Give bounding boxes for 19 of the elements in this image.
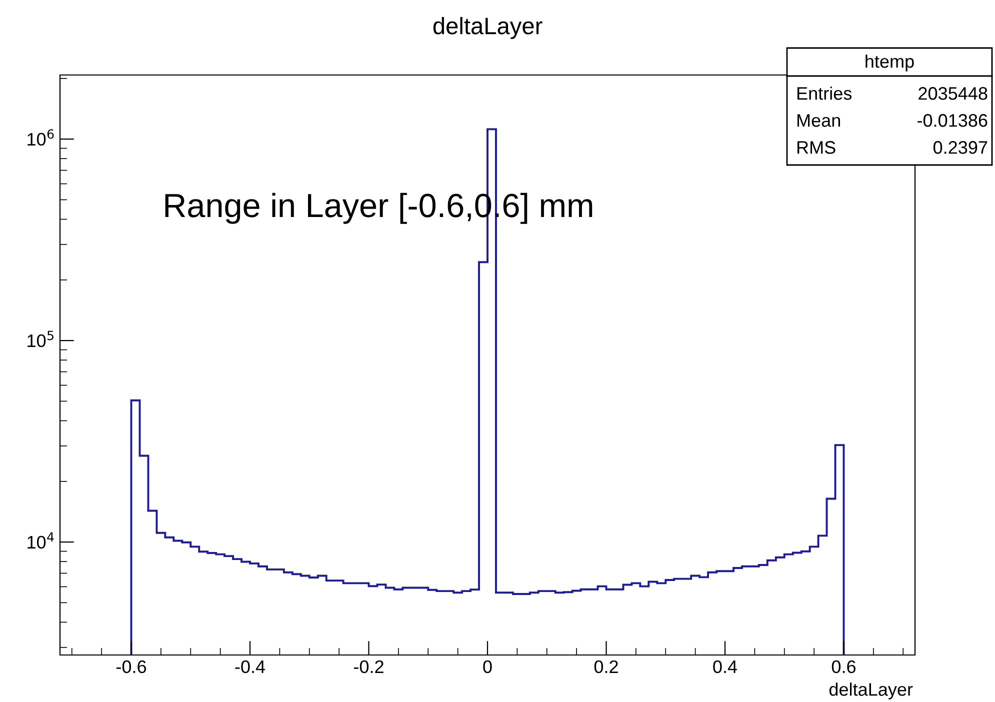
x-tick-label: -0.4 — [235, 660, 266, 674]
x-tick-label: 0.2 — [594, 660, 618, 674]
chart-title: deltaLayer — [433, 16, 542, 40]
x-tick-label: -0.6 — [116, 660, 146, 674]
y-tick-label: 10$^{4}$ — [28, 532, 54, 549]
annotation: RMS — [797, 141, 836, 154]
annotation: Entries — [797, 86, 852, 100]
x-axis-title: deltaLayer — [829, 682, 913, 700]
x-tick-label: 0.4 — [713, 660, 738, 674]
text: -0.01386 — [918, 114, 988, 127]
x-tick-label: 0.6 — [832, 660, 856, 674]
y-tick-label: 10$^{6}$ — [28, 129, 54, 146]
x-tick-label: 0 — [483, 660, 492, 674]
text: 0.2397 — [933, 141, 988, 154]
x-tick-label: -0.2 — [354, 660, 384, 674]
annotation: Mean — [797, 114, 840, 127]
text: htemp — [866, 54, 914, 72]
y-tick-label: 10$^{5}$ — [28, 330, 54, 348]
text: 2035448 — [918, 87, 988, 100]
